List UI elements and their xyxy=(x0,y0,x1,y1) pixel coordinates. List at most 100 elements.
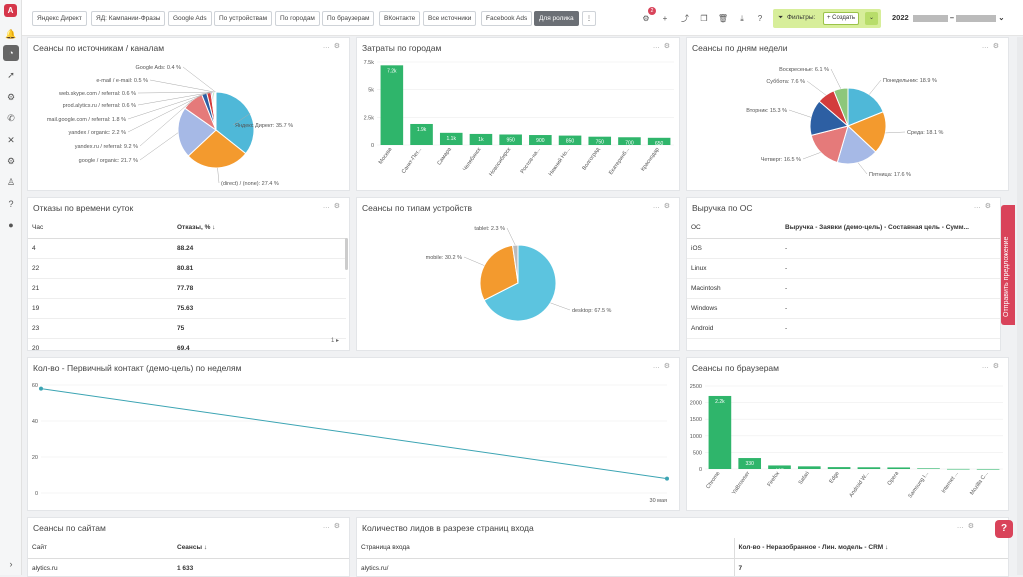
pagination[interactable]: 1 ▸ xyxy=(330,338,339,344)
panel-menu-icon[interactable]: …⚙ xyxy=(322,203,344,210)
bar[interactable] xyxy=(558,135,582,145)
delete-icon[interactable]: 🗑 xyxy=(717,14,729,23)
export-icon[interactable]: ⤴ xyxy=(681,14,689,23)
table-row[interactable]: 20 69.4 xyxy=(28,338,346,350)
col-leads[interactable]: Кол-во - Неразобранное - Лин. модель - C… xyxy=(734,538,1008,559)
scrollbar[interactable] xyxy=(345,238,348,270)
question-icon[interactable]: ? xyxy=(757,14,763,23)
table-row[interactable]: alytics.ru 1 633 xyxy=(28,558,349,576)
chip-devices[interactable]: По устройствам xyxy=(214,11,273,26)
chip-cities[interactable]: По городам xyxy=(275,11,320,26)
col-entry-page[interactable]: Страница входа xyxy=(357,538,735,559)
download-icon[interactable]: ⤓ xyxy=(740,14,744,23)
account-icon[interactable]: ● xyxy=(8,220,14,230)
panel-menu-icon[interactable]: …⚙ xyxy=(652,43,674,50)
add-widget-icon[interactable]: + xyxy=(662,14,668,23)
panel-menu-icon[interactable]: …⚙ xyxy=(981,363,1003,370)
phone-icon[interactable]: ✆ xyxy=(7,113,15,123)
col-os[interactable]: ОС xyxy=(687,218,781,239)
pie-slice[interactable] xyxy=(847,111,887,153)
user-figure-icon[interactable]: ♙ xyxy=(6,177,16,187)
table-row[interactable]: 21 77.78 xyxy=(28,278,346,299)
bar[interactable] xyxy=(827,467,851,469)
bar[interactable] xyxy=(439,132,463,145)
bar[interactable] xyxy=(499,134,522,145)
rocket-icon[interactable]: ➚ xyxy=(7,70,15,80)
table-row[interactable]: Windows - xyxy=(687,298,1000,319)
table-row[interactable]: Android - xyxy=(687,318,1000,339)
gear-icon[interactable]: ⚙ 2 xyxy=(639,7,656,25)
create-filter-button[interactable]: + Создать xyxy=(823,12,859,25)
panel-menu-icon[interactable]: …⚙ xyxy=(981,43,1003,50)
table-row[interactable]: Linux - xyxy=(687,258,1000,279)
table-row[interactable]: 23 75 xyxy=(28,318,346,339)
pie-slice[interactable] xyxy=(847,87,884,127)
table-row[interactable]: iOS - xyxy=(687,238,1000,259)
bar[interactable] xyxy=(797,466,821,469)
data-point[interactable] xyxy=(39,386,43,391)
pie-slice[interactable] xyxy=(836,125,877,165)
bar[interactable] xyxy=(410,123,433,145)
col-bounce[interactable]: Отказы, % ↓ xyxy=(173,218,346,239)
chip-google-ads[interactable]: Google Ads xyxy=(168,11,212,26)
pie-slice[interactable] xyxy=(511,244,519,284)
filters-dropdown-icon[interactable]: ⌄ xyxy=(865,12,878,25)
bar[interactable] xyxy=(768,465,791,469)
data-point[interactable] xyxy=(665,476,669,481)
panel-menu-icon[interactable]: …⚙ xyxy=(956,523,978,530)
feedback-tab[interactable]: Отправить предложение xyxy=(1001,205,1015,325)
table-row[interactable]: 4 88.24 xyxy=(28,238,346,259)
bar[interactable] xyxy=(887,467,911,469)
col-hour[interactable]: Час xyxy=(28,218,173,239)
col-revenue[interactable]: Выручка - Заявки (демо-цель) - Составная… xyxy=(781,218,1000,239)
chip-yd-campaigns[interactable]: ЯД: Кампании-Фразы xyxy=(91,11,166,26)
panel-menu-icon[interactable]: …⚙ xyxy=(652,363,674,370)
page-scrollbar[interactable] xyxy=(1017,37,1023,575)
dashboard-icon[interactable]: ◔ xyxy=(3,45,19,61)
bar[interactable] xyxy=(917,468,940,469)
panel-menu-icon[interactable]: …⚙ xyxy=(973,203,995,210)
bar[interactable] xyxy=(738,458,762,469)
bar[interactable] xyxy=(976,468,1000,470)
chip-vkontakte[interactable]: ВКонтакте xyxy=(379,11,421,26)
notifications-icon[interactable]: 🔔 xyxy=(5,29,17,39)
help-chat-button[interactable]: ? xyxy=(995,520,1013,538)
bar[interactable] xyxy=(380,65,404,145)
panel-menu-icon[interactable]: …⚙ xyxy=(322,43,344,50)
copy-icon[interactable]: ❐ xyxy=(700,14,708,23)
col-sessions[interactable]: Сеансы ↓ xyxy=(173,538,349,559)
panel-menu-icon[interactable]: …⚙ xyxy=(652,203,674,210)
integrations-icon[interactable]: ⚙ xyxy=(6,92,16,102)
help-icon[interactable]: ? xyxy=(8,199,14,209)
chip-yandex-direct[interactable]: Яндекс Директ xyxy=(32,11,87,26)
settings-icon[interactable]: ⚙ xyxy=(6,156,16,166)
chip-for-video[interactable]: Для ролика xyxy=(534,11,579,26)
chip-all-sources[interactable]: Все источники xyxy=(423,11,477,26)
more-chips-icon[interactable]: ⋮ xyxy=(582,11,596,26)
bar[interactable] xyxy=(857,467,881,469)
table-row[interactable]: 22 80.81 xyxy=(28,258,346,279)
bar[interactable] xyxy=(618,137,641,145)
bar[interactable] xyxy=(708,395,732,469)
bar[interactable] xyxy=(647,137,671,145)
pie-slice[interactable] xyxy=(177,107,217,157)
col-site[interactable]: Сайт xyxy=(28,538,173,559)
chip-facebook-ads[interactable]: Facebook Ads xyxy=(481,11,533,26)
tools-icon[interactable]: ✕ xyxy=(7,135,15,145)
bar[interactable] xyxy=(469,133,493,145)
table-row[interactable]: Macintosh - xyxy=(687,278,1000,299)
table-row[interactable]: 19 75.63 xyxy=(28,298,346,319)
panel-menu-icon[interactable]: …⚙ xyxy=(322,523,344,530)
pie-slice[interactable] xyxy=(187,129,247,169)
chip-browsers[interactable]: По браузерам xyxy=(322,11,375,26)
bar[interactable] xyxy=(588,136,612,145)
table-row[interactable]: alytics.ru/ 7 xyxy=(357,558,1008,576)
app-logo[interactable]: A xyxy=(4,4,17,17)
pie-slice[interactable] xyxy=(214,91,217,131)
pie-slice[interactable] xyxy=(479,244,519,301)
expand-sidebar-icon[interactable]: › xyxy=(9,559,13,569)
bar-value-label: 19 xyxy=(926,471,932,477)
bar[interactable] xyxy=(946,468,970,470)
date-range-picker[interactable]: 2022 – ⌄ xyxy=(892,13,1005,22)
bar[interactable] xyxy=(529,135,552,145)
